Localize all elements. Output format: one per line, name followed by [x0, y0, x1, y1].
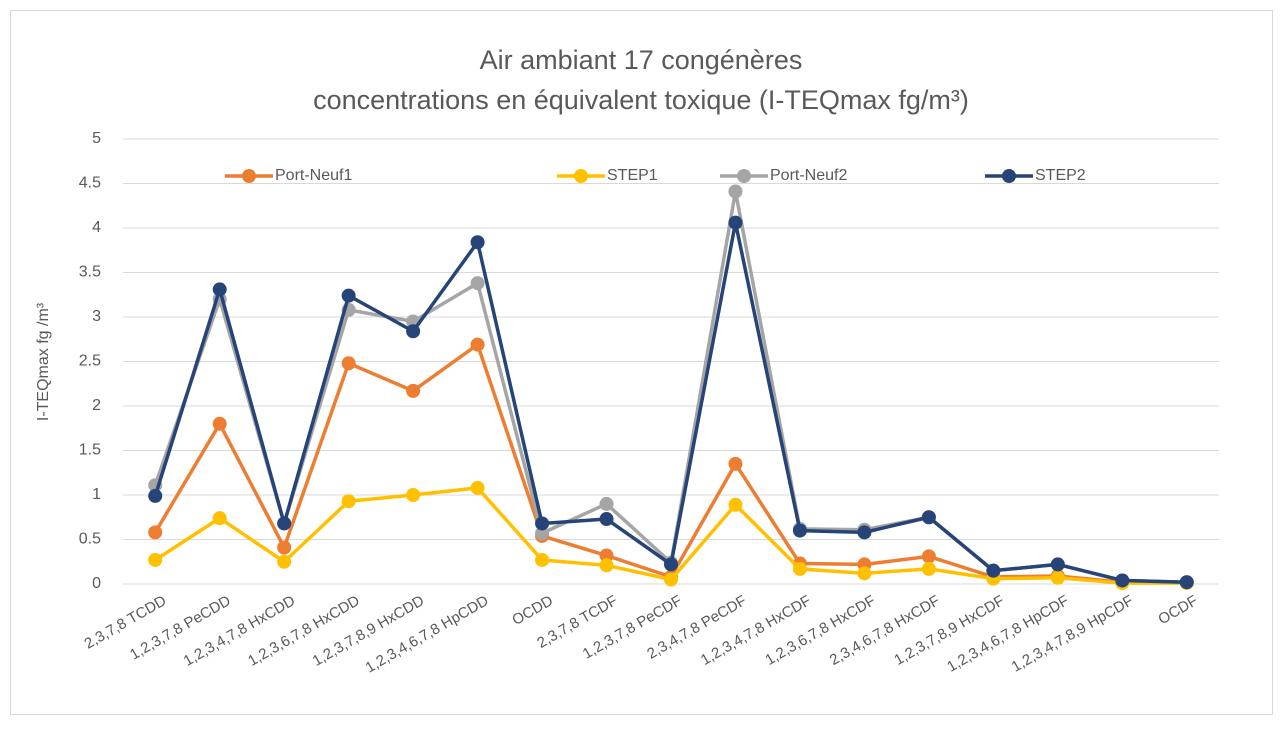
data-point: [599, 512, 614, 527]
data-point: [535, 552, 550, 567]
chart-title: Air ambiant 17 congénères: [480, 45, 803, 75]
data-point: [148, 525, 163, 540]
data-point: [728, 456, 743, 471]
data-point: [1115, 573, 1130, 588]
y-axis-label: I-TEQmax fg /m³: [35, 302, 52, 421]
data-point: [470, 480, 485, 495]
data-point: [664, 557, 678, 572]
legend-label: STEP1: [607, 167, 658, 184]
data-point: [664, 572, 678, 587]
data-point: [470, 276, 485, 291]
data-point: [1050, 570, 1065, 585]
data-point: [728, 497, 743, 512]
data-point: [470, 235, 485, 250]
data-point: [728, 184, 743, 199]
chart-subtitle: concentrations en équivalent toxique (I-…: [313, 85, 969, 115]
data-point: [986, 563, 1001, 578]
data-point: [792, 523, 807, 538]
y-tick-label: 1: [92, 486, 101, 503]
y-tick-label: 0: [92, 575, 101, 592]
data-point: [599, 548, 614, 563]
data-point: [792, 561, 807, 576]
data-point: [406, 383, 421, 398]
data-point: [148, 552, 163, 567]
data-point: [341, 356, 356, 371]
y-tick-label: 1.5: [79, 442, 101, 459]
legend-marker: [737, 169, 751, 183]
legend-marker: [242, 169, 256, 183]
data-point: [857, 566, 872, 581]
data-point: [535, 526, 550, 541]
y-tick-label: 2: [92, 397, 101, 414]
data-point: [406, 324, 421, 339]
legend-label: STEP2: [1035, 167, 1086, 184]
data-point: [212, 416, 227, 431]
legend-marker: [574, 169, 588, 183]
data-point: [921, 561, 936, 576]
data-point: [277, 540, 292, 555]
legend-marker: [1002, 169, 1016, 183]
data-point: [728, 215, 743, 230]
data-point: [535, 516, 550, 531]
chart-border: [10, 10, 1273, 715]
y-tick-label: 5: [92, 130, 101, 147]
legend-label: Port-Neuf1: [275, 167, 352, 184]
y-tick-label: 4: [92, 219, 101, 236]
y-tick-label: 0.5: [79, 531, 101, 548]
data-point: [406, 488, 421, 502]
y-tick-label: 2.5: [79, 353, 101, 370]
y-tick-label: 4.5: [79, 175, 101, 192]
data-point: [148, 488, 163, 503]
legend-label: Port-Neuf2: [770, 167, 847, 184]
y-tick-label: 3: [92, 308, 101, 325]
data-point: [857, 525, 872, 540]
data-point: [341, 288, 356, 303]
data-point: [277, 516, 292, 531]
data-point: [599, 558, 614, 573]
data-point: [470, 337, 485, 352]
data-point: [212, 511, 227, 526]
data-point: [1050, 557, 1065, 572]
data-point: [599, 496, 614, 511]
data-point: [921, 510, 936, 525]
data-point: [277, 554, 292, 569]
y-tick-label: 3.5: [79, 264, 101, 281]
data-point: [921, 549, 936, 564]
data-point: [212, 282, 227, 297]
data-point: [341, 494, 356, 509]
data-point: [1179, 575, 1194, 590]
